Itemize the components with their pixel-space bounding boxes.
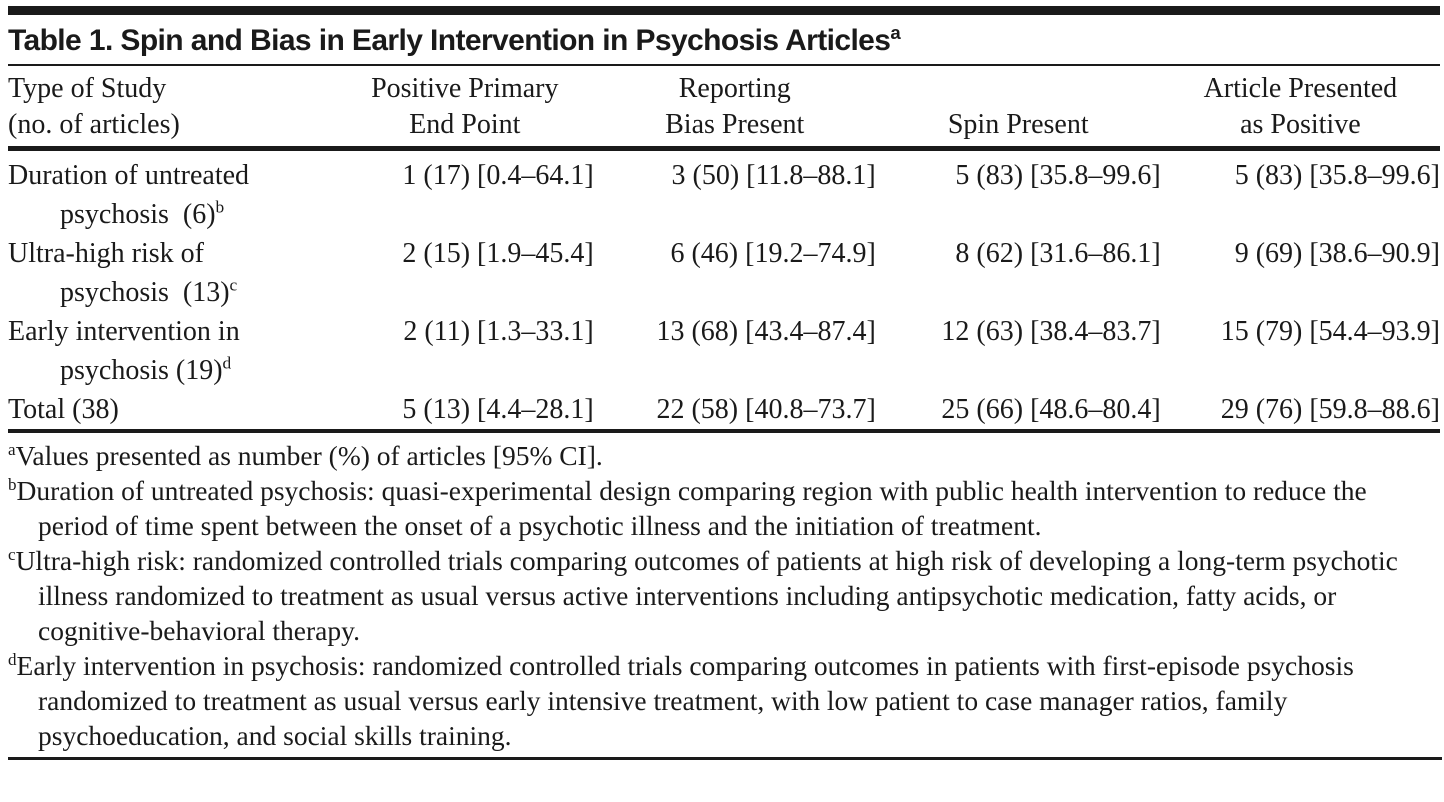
reporting-bias-present-value: 3 (50) [11.8–88.1] bbox=[671, 160, 876, 191]
article-presented-as-positive-value: 15 (79) [54.4–93.9] bbox=[1220, 316, 1440, 347]
footnote-marker: b bbox=[215, 197, 225, 217]
footnote-text: Ultra-high risk: randomized controlled t… bbox=[15, 545, 1398, 646]
article-presented-as-positive-value: 29 (76) [59.8–88.6] bbox=[1220, 394, 1440, 425]
header-row: Type of Study (no. of articles) Positive… bbox=[8, 66, 1440, 149]
positive-primary-end-point-value: 1 (17) [0.4–64.1] bbox=[402, 160, 594, 191]
study-name-line1: Duration of untreated bbox=[8, 160, 250, 191]
study-cell: Total (38) bbox=[8, 390, 336, 431]
footnote-c: cUltra-high risk: randomized controlled … bbox=[8, 543, 1408, 648]
table-row-total: Total (38) 5 (13) [4.4–28.1] 22 (58) [40… bbox=[8, 390, 1440, 431]
header-reporting-bias-present: Reporting Bias Present bbox=[594, 66, 876, 149]
study-cell: Duration of untreated psychosis (6)b bbox=[8, 149, 336, 235]
header-line: Reporting bbox=[678, 73, 791, 104]
positive-primary-end-point-value: 2 (11) [1.3–33.1] bbox=[403, 316, 594, 347]
reporting-bias-present-value: 6 (46) [19.2–74.9] bbox=[670, 238, 876, 269]
bottom-rule bbox=[8, 757, 1442, 760]
footnote-a: aValues presented as number (%) of artic… bbox=[8, 438, 1408, 473]
table-row: Duration of untreated psychosis (6)b 1 (… bbox=[8, 149, 1440, 235]
header-line: Type of Study bbox=[8, 73, 167, 104]
top-rule bbox=[8, 6, 1440, 15]
footnote-marker: d bbox=[222, 353, 232, 373]
footnote-marker: d bbox=[8, 649, 17, 669]
study-name-line2: psychosis (19)d bbox=[60, 353, 232, 386]
header-positive-primary-end-point: Positive Primary End Point bbox=[336, 66, 594, 149]
article-presented-as-positive-value: 9 (69) [38.6–90.9] bbox=[1234, 238, 1440, 269]
table-row: Early intervention in psychosis (19)d 2 … bbox=[8, 312, 1440, 390]
footnote-text: Values presented as number (%) of articl… bbox=[15, 440, 603, 471]
header-spin-present: Spin Present bbox=[876, 66, 1161, 149]
study-cell: Early intervention in psychosis (19)d bbox=[8, 312, 336, 390]
header-article-presented-as-positive: Article Presented as Positive bbox=[1161, 66, 1440, 149]
footnote-marker: c bbox=[229, 275, 238, 295]
study-cell: Ultra-high risk of psychosis (13)c bbox=[8, 234, 336, 312]
spin-bias-table: Type of Study (no. of articles) Positive… bbox=[8, 66, 1440, 433]
footnote-marker: b bbox=[8, 474, 17, 494]
title-rule bbox=[8, 64, 1440, 66]
spin-present-value: 8 (62) [31.6–86.1] bbox=[955, 238, 1161, 269]
study-name-line1: Ultra-high risk of bbox=[8, 238, 204, 269]
table-header: Type of Study (no. of articles) Positive… bbox=[8, 66, 1440, 149]
header-line: Spin Present bbox=[947, 109, 1089, 140]
header-line: (no. of articles) bbox=[8, 109, 180, 140]
table-row: Ultra-high risk of psychosis (13)c 2 (15… bbox=[8, 234, 1440, 312]
positive-primary-end-point-value: 2 (15) [1.9–45.4] bbox=[402, 238, 594, 269]
spin-present-value: 12 (63) [38.4–83.7] bbox=[941, 316, 1161, 347]
reporting-bias-present-value: 22 (58) [40.8–73.7] bbox=[656, 394, 876, 425]
header-type-of-study: Type of Study (no. of articles) bbox=[8, 66, 336, 149]
table-title-text: Table 1. Spin and Bias in Early Interven… bbox=[8, 24, 891, 57]
study-name-line2: psychosis (13)c bbox=[60, 275, 238, 308]
footnote-text: Early intervention in psychosis: randomi… bbox=[16, 650, 1354, 751]
header-line: Positive Primary bbox=[371, 73, 559, 104]
footnote-b: bDuration of untreated psychosis: quasi-… bbox=[8, 473, 1408, 543]
footnote-marker: a bbox=[8, 439, 16, 459]
footnote-text: Duration of untreated psychosis: quasi-e… bbox=[16, 475, 1367, 541]
header-line: Article Presented bbox=[1203, 73, 1398, 104]
positive-primary-end-point-value: 5 (13) [4.4–28.1] bbox=[402, 394, 594, 425]
spin-present-value: 5 (83) [35.8–99.6] bbox=[955, 160, 1161, 191]
spin-present-value: 25 (66) [48.6–80.4] bbox=[941, 394, 1161, 425]
table-body: Duration of untreated psychosis (6)b 1 (… bbox=[8, 149, 1440, 432]
study-name-line1: Early intervention in bbox=[8, 316, 240, 347]
reporting-bias-present-value: 13 (68) [43.4–87.4] bbox=[656, 316, 876, 347]
table-title: Table 1. Spin and Bias in Early Interven… bbox=[8, 15, 1440, 64]
footnote-d: dEarly intervention in psychosis: random… bbox=[8, 648, 1408, 753]
header-line: End Point bbox=[409, 109, 521, 140]
header-line: Bias Present bbox=[665, 109, 805, 140]
article-presented-as-positive-value: 5 (83) [35.8–99.6] bbox=[1234, 160, 1440, 191]
header-line: as Positive bbox=[1240, 109, 1361, 140]
table-title-footnote-marker: a bbox=[890, 22, 901, 43]
study-name-line2: psychosis (6)b bbox=[60, 197, 225, 230]
footnote-marker: c bbox=[8, 544, 16, 564]
study-name-line1: Total (38) bbox=[8, 394, 119, 425]
footnotes: aValues presented as number (%) of artic… bbox=[8, 438, 1408, 753]
